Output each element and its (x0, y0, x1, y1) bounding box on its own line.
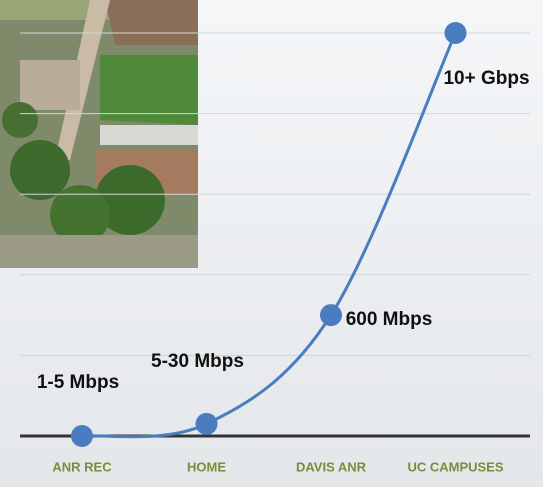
line (81, 32, 457, 439)
annotation: 5-30 Mbps (151, 351, 244, 372)
point (195, 412, 218, 435)
x-tick-label: HOME (187, 459, 226, 474)
x-tick-label: ANR REC (52, 459, 112, 474)
x-tick-label: UC CAMPUSES (407, 459, 503, 474)
photo (0, 0, 198, 268)
x-tick-label: DAVIS ANR (296, 459, 367, 474)
point (444, 22, 467, 44)
annotation: 10+ Gbps (443, 68, 529, 89)
point (71, 425, 93, 447)
annotation: 600 Mbps (346, 309, 433, 330)
annotation: 1-5 Mbps (37, 372, 119, 393)
point (320, 304, 342, 327)
